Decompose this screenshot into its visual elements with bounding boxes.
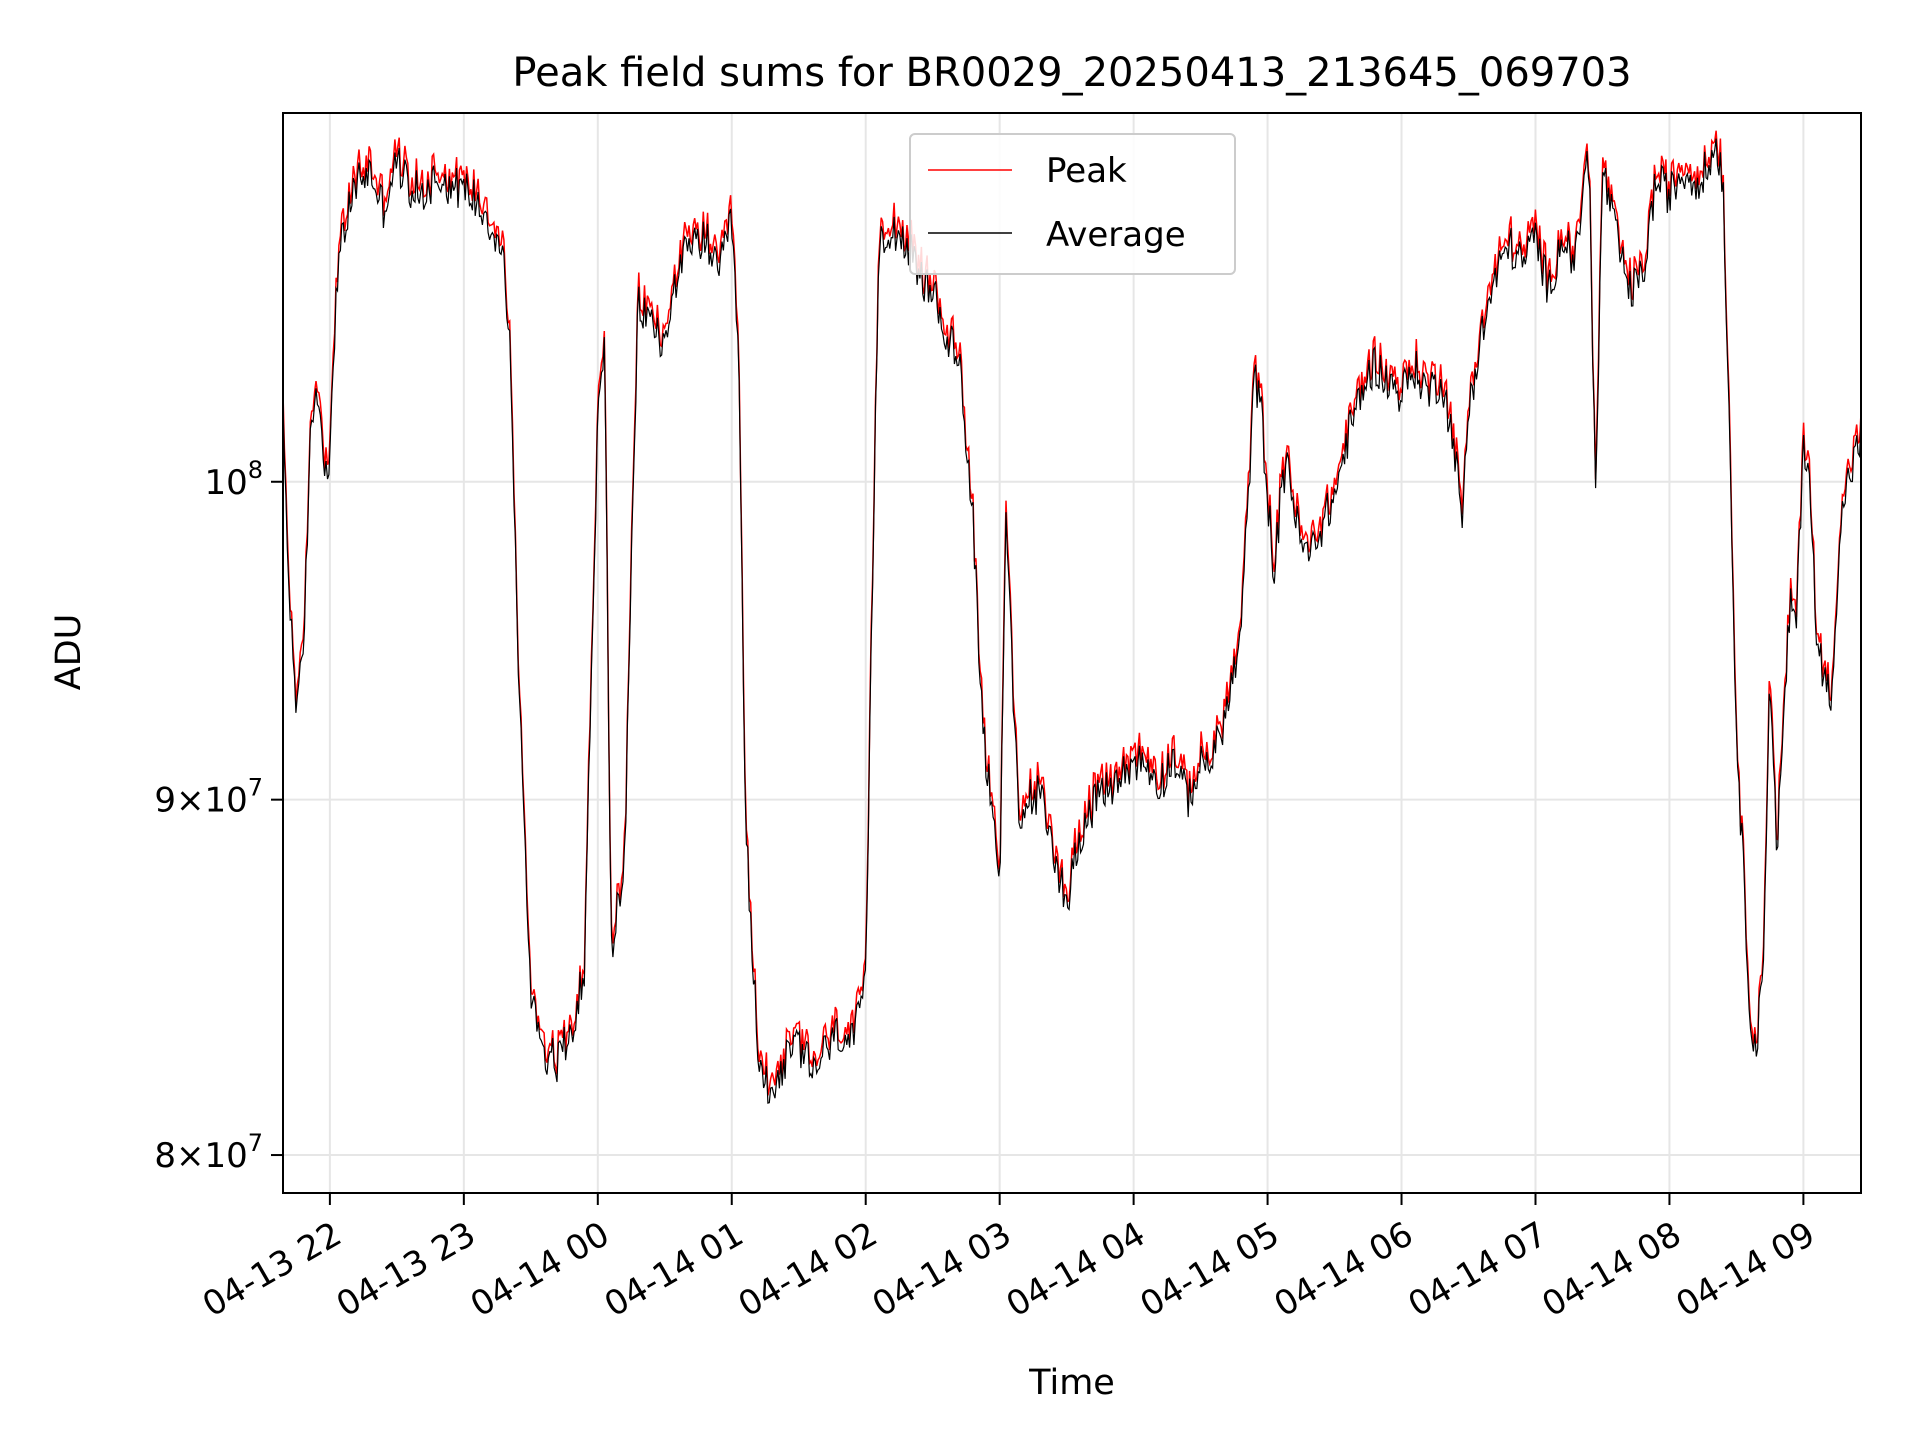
y-tick-label: 9×107 [154,774,263,821]
series-lines [282,130,1862,1104]
grid [283,113,1861,1193]
x-axis-label: Time [1028,1363,1115,1403]
series-average-line [282,138,1862,1104]
y-axis-label: ADU [49,614,89,691]
y-tick-multiplier: 9× [154,781,204,821]
y-tick-base: 10 [204,1136,247,1176]
y-tick-exponent: 7 [248,1129,263,1157]
plot-frame [282,112,1862,1194]
y-tick-base: 10 [204,463,247,503]
legend-peak-label: Peak [1046,151,1127,191]
y-tick-label: 8×107 [154,1129,263,1176]
y-tick-label: 108 [204,456,263,503]
y-tick-base: 10 [204,781,247,821]
legend: Peak Average [909,133,1236,275]
y-tick-exponent: 7 [248,774,263,802]
legend-average-label: Average [1046,215,1186,255]
legend-box [909,133,1236,275]
chart-title: Peak field sums for BR0029_20250413_2136… [512,50,1631,96]
y-tick-exponent: 8 [248,456,263,484]
y-tick-multiplier: 8× [154,1136,204,1176]
